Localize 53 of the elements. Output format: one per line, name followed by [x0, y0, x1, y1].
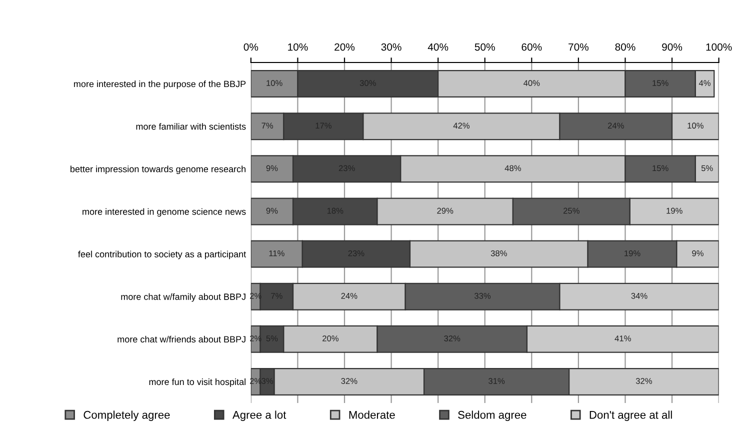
x-tick-label: 60%: [522, 43, 542, 51]
data-label: 38%: [490, 250, 507, 256]
data-label: 29%: [437, 208, 454, 214]
y-tick-label: better impression towards genome research: [70, 166, 246, 174]
data-label: 15%: [652, 80, 668, 86]
x-tick-label: 40%: [428, 43, 448, 51]
x-tick-label: 20%: [334, 43, 355, 51]
data-label: 40%: [524, 80, 540, 86]
y-tick-label: feel contribution to society as a participant: [78, 250, 246, 260]
data-label: 32%: [341, 378, 358, 384]
data-label: 9%: [266, 165, 278, 172]
data-label: 42%: [453, 122, 470, 129]
data-label: 10%: [266, 80, 282, 86]
x-tick-label: 10%: [288, 43, 308, 51]
data-label: 19%: [666, 208, 682, 214]
data-label: 4%: [698, 80, 710, 86]
y-tick-label: more chat w/family about BBPJ: [121, 293, 246, 302]
data-label: 20%: [322, 335, 339, 342]
data-label: 7%: [262, 122, 274, 129]
x-tick-label: 80%: [615, 43, 636, 51]
y-tick-label: more interested in genome science news: [82, 208, 246, 217]
data-label: 31%: [488, 378, 505, 384]
y-tick-label: more fun to visit hospital: [149, 378, 246, 387]
legend-label: Don't agree at all: [590, 410, 672, 421]
y-tick-label: more interested in the purpose of the BBJP: [74, 80, 246, 89]
data-label: 19%: [624, 250, 640, 256]
data-label: 34%: [631, 292, 648, 299]
legend-label: Moderate: [349, 410, 395, 419]
y-tick-label: more chat w/friends about BBPJ: [118, 336, 246, 343]
x-tick-label: 50%: [474, 43, 495, 51]
data-label: 24%: [608, 122, 624, 129]
data-label: 24%: [341, 292, 358, 299]
y-tick-label: more familiar with scientists: [136, 123, 246, 130]
data-label: 15%: [652, 165, 668, 172]
x-tick-label: 70%: [568, 43, 588, 51]
data-label: 25%: [564, 208, 580, 214]
data-label: 33%: [474, 292, 491, 299]
data-label: 41%: [614, 336, 631, 342]
legend-label: Agree a lot: [232, 410, 286, 421]
data-label: 32%: [444, 335, 460, 342]
data-label: 9%: [266, 208, 278, 214]
legend-label: Completely agree: [84, 410, 170, 421]
data-label: 10%: [688, 122, 704, 129]
data-label: 48%: [504, 165, 521, 172]
x-tick-label: 30%: [381, 43, 402, 51]
data-label: 5%: [701, 165, 713, 172]
x-tick-label: 90%: [662, 43, 682, 51]
data-label: 32%: [636, 378, 652, 384]
legend-label: Seldom agree: [458, 410, 526, 421]
x-tick-label: 0%: [244, 43, 258, 51]
data-label: 9%: [692, 250, 704, 256]
x-tick-label: 100%: [706, 43, 732, 51]
data-label: 11%: [269, 250, 284, 256]
